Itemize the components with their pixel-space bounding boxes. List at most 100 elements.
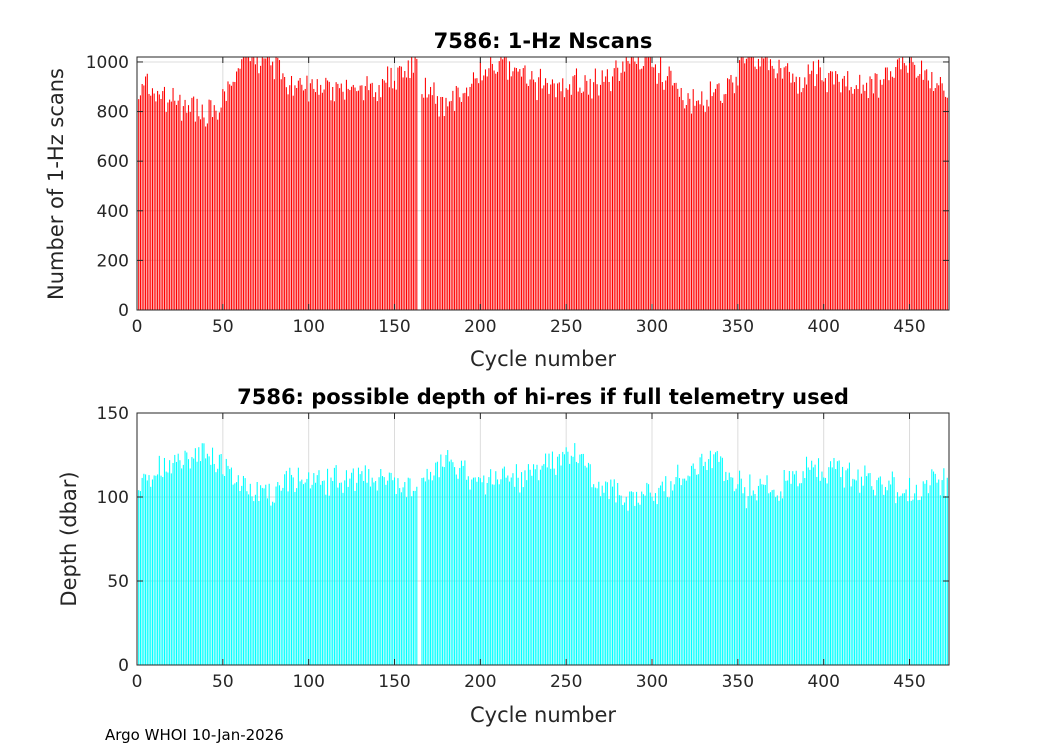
bar-cycle-45 <box>213 463 215 665</box>
bar-cycle-53 <box>227 81 229 310</box>
bar-cycle-59 <box>237 475 239 665</box>
bar-cycle-305 <box>660 57 662 311</box>
bar-cycle-387 <box>800 92 802 311</box>
bar-cycle-440 <box>891 76 893 310</box>
bar-cycle-451 <box>910 57 912 310</box>
bar-cycle-129 <box>357 90 359 311</box>
bar-cycle-431 <box>876 73 878 311</box>
bar-cycle-54 <box>229 84 231 310</box>
bar-cycle-356 <box>747 496 749 665</box>
bar-cycle-250 <box>565 447 567 665</box>
bar-cycle-160 <box>411 57 413 310</box>
bar-cycle-193 <box>467 96 469 310</box>
bar-cycle-422 <box>860 93 862 310</box>
bar-cycle-9 <box>151 479 153 665</box>
bar-cycle-1 <box>138 99 140 310</box>
bar-cycle-365 <box>763 484 765 665</box>
bar-cycle-118 <box>339 88 341 310</box>
bar-cycle-178 <box>442 96 444 310</box>
bar-cycle-214 <box>503 466 505 665</box>
bar-cycle-131 <box>361 85 363 310</box>
bar-cycle-238 <box>545 78 547 311</box>
bar-cycle-436 <box>884 67 887 311</box>
bar-cycle-342 <box>723 94 725 311</box>
bar-cycle-275 <box>608 498 610 665</box>
bar-cycle-427 <box>869 473 871 665</box>
bar-cycle-86 <box>284 474 286 665</box>
bar-cycle-73 <box>261 487 263 665</box>
bar-cycle-163 <box>416 486 418 665</box>
bar-cycle-362 <box>757 58 759 310</box>
bar-cycle-281 <box>618 80 620 310</box>
bar-cycle-367 <box>766 475 768 665</box>
bar-cycle-244 <box>555 97 557 310</box>
bar-cycle-415 <box>848 462 850 665</box>
bar-cycle-202 <box>483 75 485 310</box>
bar-cycle-273 <box>605 76 607 311</box>
bar-cycle-333 <box>708 106 710 311</box>
bar-cycle-136 <box>369 83 372 310</box>
bar-cycle-401 <box>824 477 826 665</box>
bar-cycle-438 <box>888 80 890 310</box>
bar-cycle-148 <box>390 472 392 665</box>
bar-cycle-307 <box>663 491 665 665</box>
bar-cycle-274 <box>606 482 608 665</box>
bar-cycle-152 <box>397 67 399 310</box>
bar-cycle-291 <box>636 63 638 310</box>
bar-cycle-372 <box>775 497 777 665</box>
bar-cycle-397 <box>817 458 820 665</box>
bar-cycle-273 <box>605 481 607 665</box>
bar-cycle-231 <box>533 79 535 310</box>
bar-cycle-463 <box>931 72 933 310</box>
bar-cycle-443 <box>896 492 899 665</box>
bar-cycle-163 <box>416 58 418 310</box>
bar-cycle-40 <box>205 126 207 310</box>
bar-cycle-125 <box>351 472 353 665</box>
bar-cycle-385 <box>797 486 799 665</box>
bar-cycle-437 <box>886 67 888 310</box>
bar-cycle-24 <box>177 100 179 311</box>
bar-cycle-186 <box>455 474 457 665</box>
bar-cycle-228 <box>527 464 529 665</box>
chart-depth: 0 50 100 150 200 250 300 350 400 450 0 50 100 150 75… <box>57 385 950 727</box>
bar-cycle-113 <box>330 477 332 665</box>
bar-cycle-376 <box>781 498 784 665</box>
bar-cycle-6 <box>146 480 148 665</box>
bar-cycle-282 <box>620 495 622 665</box>
bar-cycle-255 <box>574 75 576 310</box>
bar-cycle-296 <box>644 57 646 310</box>
bar-cycle-155 <box>402 77 404 311</box>
bar-cycle-133 <box>364 465 366 665</box>
bar-cycle-443 <box>896 59 899 310</box>
bar-cycle-271 <box>601 70 603 310</box>
bar-cycle-247 <box>560 91 562 310</box>
bar-cycle-197 <box>474 78 476 310</box>
bar-cycle-109 <box>323 89 325 311</box>
bar-cycle-81 <box>275 486 277 665</box>
bar-cycle-444 <box>898 58 900 310</box>
bar-cycle-280 <box>617 67 619 310</box>
bar-cycle-161 <box>412 490 414 665</box>
bar-cycle-464 <box>933 91 935 310</box>
bar-cycle-8 <box>150 95 152 310</box>
bar-cycle-9 <box>151 88 153 310</box>
bar-cycle-132 <box>363 480 365 665</box>
bar-cycle-338 <box>716 84 718 310</box>
bar-cycle-213 <box>502 59 504 310</box>
bar-cycle-176 <box>438 477 440 665</box>
bar-cycle-360 <box>754 494 756 665</box>
bar-cycle-207 <box>491 63 493 311</box>
bar-cycle-390 <box>805 456 808 665</box>
bar-cycle-301 <box>653 67 655 310</box>
bar-cycle-409 <box>838 81 840 310</box>
bar-cycle-17 <box>165 112 167 310</box>
bar-cycle-339 <box>718 461 720 665</box>
bar-cycle-278 <box>613 479 615 665</box>
bar-cycle-13 <box>158 455 160 665</box>
bar-cycle-38 <box>201 443 203 665</box>
bar-cycle-364 <box>761 484 763 665</box>
bar-cycle-68 <box>253 501 255 665</box>
bar-cycle-47 <box>217 119 219 310</box>
bar-cycle-287 <box>629 491 631 665</box>
bar-cycle-22 <box>174 454 176 665</box>
